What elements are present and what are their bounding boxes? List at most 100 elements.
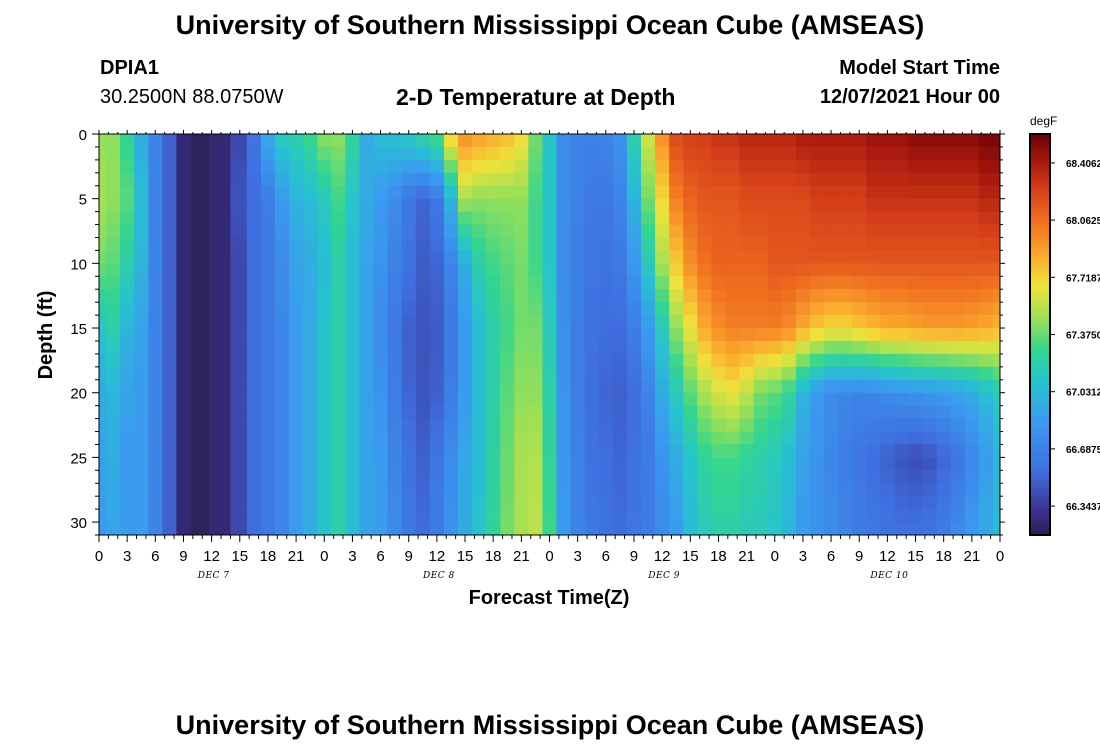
heatmap-cell (429, 211, 445, 226)
heatmap-cell (401, 198, 417, 213)
y-axis-label: Depth (ft) (35, 291, 57, 380)
heatmap-cell (246, 444, 262, 458)
heatmap-cell (429, 172, 445, 187)
heatmap-cell (866, 250, 881, 264)
heatmap-cell (598, 457, 614, 471)
heatmap-cell (683, 509, 698, 523)
heatmap-cell (528, 276, 544, 290)
heatmap-cell (781, 392, 797, 407)
heatmap-cell (387, 522, 403, 535)
heatmap-cell (866, 418, 881, 433)
heatmap-cell (457, 289, 473, 303)
heatmap-cell (345, 224, 361, 239)
heatmap-cell (246, 392, 262, 407)
heatmap-cell (260, 250, 276, 264)
heatmap-cell (683, 172, 698, 187)
heatmap-cell (964, 198, 980, 213)
heatmap-cell (683, 457, 698, 471)
heatmap-cell (472, 328, 487, 342)
heatmap-cell (514, 237, 529, 252)
heatmap-cell (120, 483, 135, 497)
heatmap-cell (209, 431, 231, 446)
heatmap-cell (697, 522, 712, 535)
heatmap-cell (246, 276, 262, 290)
heatmap-cell (866, 159, 881, 174)
heatmap-cell (753, 340, 769, 355)
heatmap-cell (190, 185, 210, 200)
heatmap-cell (852, 405, 867, 420)
heatmap-cell (922, 496, 938, 510)
heatmap-cell (401, 470, 417, 484)
heatmap-cell (148, 146, 163, 161)
heatmap-cell (641, 509, 656, 523)
heatmap-cell (922, 250, 938, 264)
heatmap-cell (936, 509, 952, 523)
heatmap-cell (556, 392, 572, 407)
heatmap-cell (134, 198, 149, 213)
heatmap-cell (570, 457, 586, 471)
heatmap-cell (655, 302, 670, 316)
heatmap-cell (514, 379, 529, 394)
heatmap-cell (739, 418, 755, 433)
heatmap-cell (176, 353, 192, 368)
heatmap-cell (795, 470, 811, 484)
heatmap-cell (894, 366, 910, 381)
heatmap-cell (401, 509, 417, 523)
heatmap-cell (781, 289, 797, 303)
heatmap-cell (289, 340, 304, 355)
heatmap-cell (641, 276, 656, 290)
heatmap-cell (387, 444, 403, 458)
heatmap-cell (894, 172, 910, 187)
heatmap-cell (230, 470, 248, 484)
heatmap-cell (978, 418, 994, 433)
heatmap-cell (176, 159, 192, 174)
heatmap-cell (641, 418, 656, 433)
heatmap-cell (209, 263, 231, 277)
heatmap-cell (260, 392, 276, 407)
heatmap-cell (387, 483, 403, 497)
heatmap-cell (584, 263, 600, 277)
heatmap-cell (852, 315, 867, 329)
heatmap-cell (852, 418, 867, 433)
heatmap-cell (345, 379, 361, 394)
heatmap-cell (486, 353, 501, 368)
heatmap-cell (781, 146, 797, 161)
heatmap-cell (781, 198, 797, 213)
heatmap-cell (373, 431, 389, 446)
heatmap-cell (176, 366, 192, 381)
heatmap-cell (514, 353, 529, 368)
heatmap-cell (230, 159, 248, 174)
heatmap-cell (120, 353, 135, 368)
heatmap-cell (852, 431, 867, 446)
heatmap-cell (809, 353, 825, 368)
heatmap-cell (514, 263, 529, 277)
heatmap-cell (683, 353, 698, 368)
heatmap-cell (683, 496, 698, 510)
x-tick-label: 12 (654, 548, 671, 565)
heatmap-cell (401, 224, 417, 239)
heatmap-cell (866, 302, 881, 316)
heatmap-cell (148, 509, 163, 523)
heatmap-cell (472, 172, 487, 187)
heatmap-cell (345, 418, 361, 433)
heatmap-cell (711, 263, 727, 277)
heatmap-cell (655, 250, 670, 264)
heatmap-cell (739, 315, 755, 329)
heatmap-cell (626, 146, 642, 161)
heatmap-cell (725, 289, 741, 303)
heatmap-cell (162, 496, 178, 510)
heatmap-cell (289, 418, 304, 433)
heatmap-cell (824, 353, 839, 368)
heatmap-cell (289, 522, 304, 535)
heatmap-cell (162, 522, 178, 535)
heatmap-cell (359, 470, 375, 484)
heatmap-cell (317, 366, 332, 381)
heatmap-cell (669, 431, 684, 446)
heatmap-cell (838, 392, 853, 407)
model-start-value: 12/07/2021 Hour 00 (819, 86, 1000, 108)
heatmap-cell (866, 198, 881, 213)
heatmap-cell (246, 146, 262, 161)
heatmap-cell (176, 470, 192, 484)
heatmap-cell (134, 134, 149, 148)
heatmap-cell (992, 263, 1000, 277)
